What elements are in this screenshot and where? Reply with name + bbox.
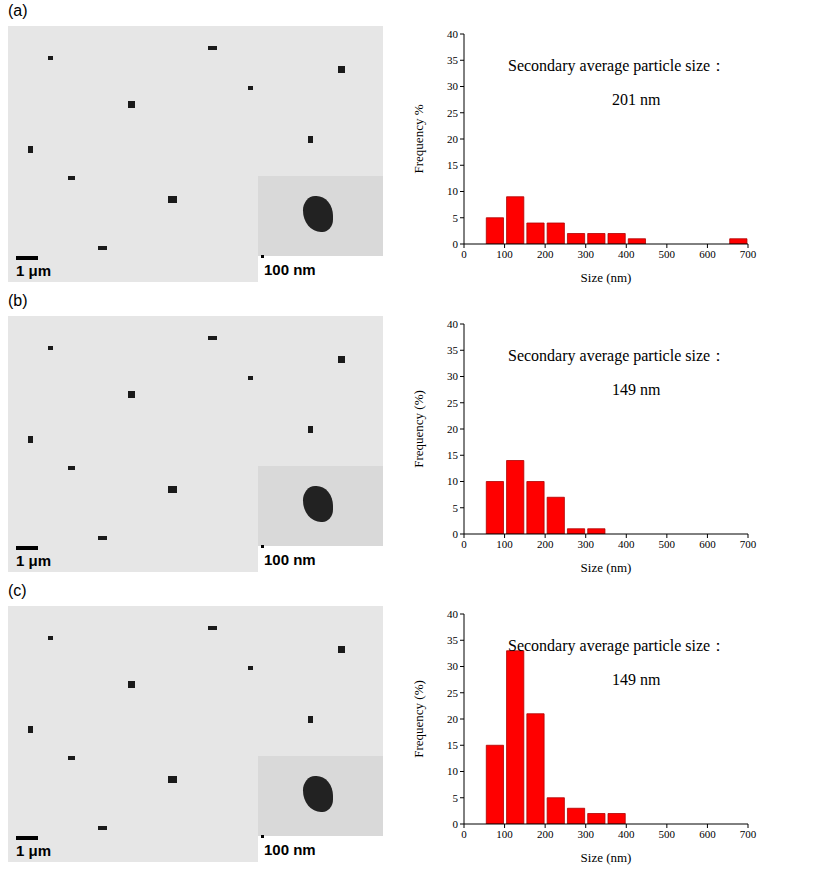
html-text:149 nm: 149 nm [612, 381, 661, 398]
html-text:(b): (b) [8, 292, 28, 309]
svg-text:20: 20 [447, 713, 459, 725]
svg-text:Size (nm): Size (nm) [581, 850, 632, 865]
svg-text:500: 500 [659, 828, 676, 840]
svg-text:700: 700 [740, 248, 757, 260]
svg-text:600: 600 [699, 248, 716, 260]
svg-text:Frequency %: Frequency % [411, 104, 426, 173]
svg-text:20: 20 [447, 133, 459, 145]
html-text:100 nm: 100 nm [264, 841, 316, 858]
svg-text:Size (nm): Size (nm) [581, 560, 632, 575]
svg-text:700: 700 [740, 828, 757, 840]
svg-text:30: 30 [447, 370, 459, 382]
svg-text:Frequency (%): Frequency (%) [411, 680, 426, 758]
svg-text:300: 300 [577, 248, 594, 260]
svg-text:0: 0 [453, 528, 459, 540]
html-text:100 nm: 100 nm [264, 551, 316, 568]
svg-text:40: 40 [447, 608, 459, 620]
svg-text:5: 5 [453, 212, 459, 224]
svg-text:40: 40 [447, 318, 459, 330]
html-text:Secondary average particle siz: Secondary average particle size： [508, 637, 727, 654]
svg-text:10: 10 [447, 475, 459, 487]
html-text:(c): (c) [8, 582, 27, 599]
svg-text:100: 100 [496, 828, 513, 840]
svg-text:400: 400 [618, 828, 635, 840]
svg-text:100: 100 [496, 538, 513, 550]
svg-text:5: 5 [453, 792, 459, 804]
html-text:100 nm: 100 nm [264, 261, 316, 278]
svg-text:10: 10 [447, 185, 459, 197]
svg-text:0: 0 [461, 248, 467, 260]
svg-text:500: 500 [659, 248, 676, 260]
svg-text:300: 300 [577, 828, 594, 840]
svg-text:600: 600 [699, 538, 716, 550]
svg-text:35: 35 [447, 344, 459, 356]
svg-text:400: 400 [618, 538, 635, 550]
svg-text:0: 0 [461, 828, 467, 840]
svg-text:200: 200 [537, 828, 554, 840]
svg-text:400: 400 [618, 248, 635, 260]
svg-text:25: 25 [447, 107, 459, 119]
svg-text:700: 700 [740, 538, 757, 550]
svg-text:200: 200 [537, 538, 554, 550]
svg-text:100: 100 [496, 248, 513, 260]
html-text:1 μm: 1 μm [16, 842, 51, 859]
svg-text:5: 5 [453, 502, 459, 514]
svg-text:15: 15 [447, 159, 459, 171]
svg-text:25: 25 [447, 397, 459, 409]
html-text:201 nm: 201 nm [612, 91, 661, 108]
html-text:Secondary average particle siz: Secondary average particle size： [508, 347, 727, 364]
svg-text:Size (nm): Size (nm) [581, 270, 632, 285]
svg-text:25: 25 [447, 687, 459, 699]
html-text:Secondary average particle siz: Secondary average particle size： [508, 57, 727, 74]
svg-text:35: 35 [447, 54, 459, 66]
svg-text:35: 35 [447, 634, 459, 646]
html-text:1 μm: 1 μm [16, 552, 51, 569]
svg-text:300: 300 [577, 538, 594, 550]
html-text:(a): (a) [8, 2, 28, 19]
svg-text:500: 500 [659, 538, 676, 550]
svg-text:0: 0 [461, 538, 467, 550]
svg-text:30: 30 [447, 660, 459, 672]
svg-text:30: 30 [447, 80, 459, 92]
svg-text:15: 15 [447, 739, 459, 751]
svg-text:20: 20 [447, 423, 459, 435]
svg-text:600: 600 [699, 828, 716, 840]
svg-text:10: 10 [447, 765, 459, 777]
svg-text:0: 0 [453, 238, 459, 250]
svg-text:15: 15 [447, 449, 459, 461]
svg-text:40: 40 [447, 28, 459, 40]
svg-text:Frequency (%): Frequency (%) [411, 390, 426, 468]
svg-text:200: 200 [537, 248, 554, 260]
html-text:1 μm: 1 μm [16, 262, 51, 279]
svg-text:0: 0 [453, 818, 459, 830]
html-text:149 nm: 149 nm [612, 671, 661, 688]
